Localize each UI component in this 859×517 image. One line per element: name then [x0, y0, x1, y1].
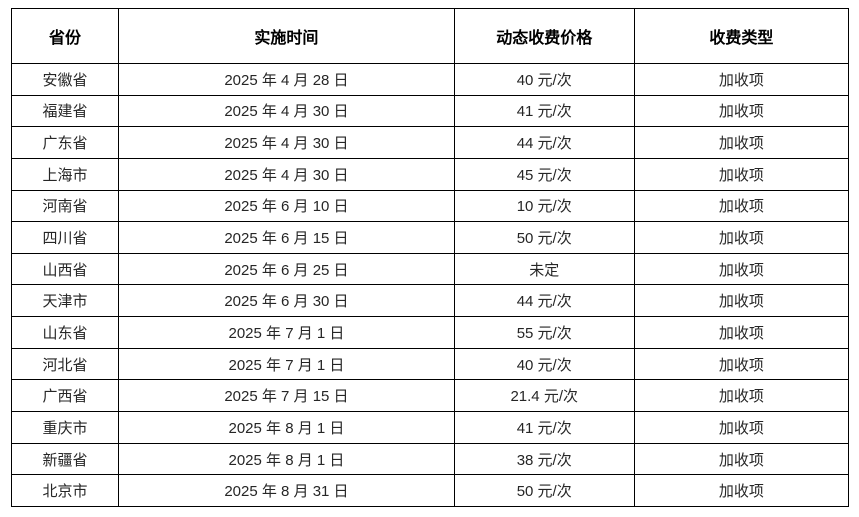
cell-date: 2025 年 4 月 30 日 [118, 94, 455, 128]
cell-type: 加收项 [633, 63, 850, 96]
cell-price: 41 元/次 [453, 411, 635, 444]
table-row: 上海市 2025 年 4 月 30 日 45 元/次 加收项 [10, 157, 850, 191]
table-row: 重庆市 2025 年 8 月 1 日 41 元/次 加收项 [10, 411, 850, 444]
cell-date: 2025 年 8 月 1 日 [118, 411, 455, 444]
cell-province: 福建省 [10, 94, 120, 128]
cell-date: 2025 年 4 月 30 日 [118, 157, 455, 191]
cell-type: 加收项 [633, 411, 850, 444]
cell-date: 2025 年 8 月 1 日 [118, 442, 455, 476]
cell-province: 重庆市 [10, 411, 120, 444]
cell-province: 天津市 [10, 284, 120, 318]
cell-type: 加收项 [633, 474, 850, 507]
cell-province: 上海市 [10, 157, 120, 191]
cell-date: 2025 年 4 月 28 日 [118, 63, 455, 96]
cell-province: 山西省 [10, 252, 120, 286]
fee-table-container: 省份 实施时间 动态收费价格 收费类型 安徽省 2025 年 4 月 28 日 40… [10, 8, 850, 507]
cell-province: 安徽省 [10, 63, 120, 96]
cell-province: 河北省 [10, 347, 120, 381]
cell-date: 2025 年 7 月 15 日 [118, 379, 455, 413]
table-row: 天津市 2025 年 6 月 30 日 44 元/次 加收项 [10, 284, 850, 318]
cell-type: 加收项 [633, 442, 850, 476]
cell-date: 2025 年 6 月 15 日 [118, 221, 455, 254]
cell-price: 40 元/次 [453, 63, 635, 96]
column-header-type: 收费类型 [633, 8, 850, 64]
table-row: 广东省 2025 年 4 月 30 日 44 元/次 加收项 [10, 126, 850, 159]
cell-type: 加收项 [633, 316, 850, 349]
cell-type: 加收项 [633, 157, 850, 191]
cell-date: 2025 年 6 月 25 日 [118, 252, 455, 286]
cell-province: 北京市 [10, 474, 120, 507]
cell-date: 2025 年 8 月 31 日 [118, 474, 455, 507]
table-row: 四川省 2025 年 6 月 15 日 50 元/次 加收项 [10, 221, 850, 254]
cell-type: 加收项 [633, 94, 850, 128]
table-row: 山东省 2025 年 7 月 1 日 55 元/次 加收项 [10, 316, 850, 349]
cell-type: 加收项 [633, 221, 850, 254]
table-row: 北京市 2025 年 8 月 31 日 50 元/次 加收项 [10, 474, 850, 507]
cell-type: 加收项 [633, 252, 850, 286]
table-row: 安徽省 2025 年 4 月 28 日 40 元/次 加收项 [10, 63, 850, 96]
cell-price: 未定 [453, 252, 635, 286]
cell-type: 加收项 [633, 379, 850, 413]
cell-type: 加收项 [633, 126, 850, 159]
table-header-row: 省份 实施时间 动态收费价格 收费类型 [10, 8, 850, 64]
cell-price: 50 元/次 [453, 221, 635, 254]
cell-date: 2025 年 7 月 1 日 [118, 347, 455, 381]
column-header-province: 省份 [10, 8, 120, 64]
cell-type: 加收项 [633, 189, 850, 223]
cell-date: 2025 年 4 月 30 日 [118, 126, 455, 159]
cell-price: 55 元/次 [453, 316, 635, 349]
cell-province: 广西省 [10, 379, 120, 413]
cell-date: 2025 年 7 月 1 日 [118, 316, 455, 349]
cell-price: 40 元/次 [453, 347, 635, 381]
cell-price: 44 元/次 [453, 126, 635, 159]
cell-province: 新疆省 [10, 442, 120, 476]
table-row: 河北省 2025 年 7 月 1 日 40 元/次 加收项 [10, 347, 850, 381]
cell-date: 2025 年 6 月 10 日 [118, 189, 455, 223]
table-row: 福建省 2025 年 4 月 30 日 41 元/次 加收项 [10, 94, 850, 128]
cell-province: 河南省 [10, 189, 120, 223]
cell-price: 41 元/次 [453, 94, 635, 128]
cell-type: 加收项 [633, 284, 850, 318]
table-row: 山西省 2025 年 6 月 25 日未定 加收项 [10, 252, 850, 286]
column-header-date: 实施时间 [118, 8, 455, 64]
table-row: 河南省 2025 年 6 月 10 日 10 元/次 加收项 [10, 189, 850, 223]
table-row: 广西省 2025 年 7 月 15 日 21.4 元/次 加收项 [10, 379, 850, 413]
cell-price: 21.4 元/次 [453, 379, 635, 413]
cell-price: 44 元/次 [453, 284, 635, 318]
cell-date: 2025 年 6 月 30 日 [118, 284, 455, 318]
table-row: 新疆省 2025 年 8 月 1 日 38 元/次 加收项 [10, 442, 850, 476]
cell-price: 10 元/次 [453, 189, 635, 223]
column-header-price: 动态收费价格 [453, 8, 635, 64]
cell-province: 广东省 [10, 126, 120, 159]
cell-province: 四川省 [10, 221, 120, 254]
dynamic-fee-schedule-table: 省份 实施时间 动态收费价格 收费类型 安徽省 2025 年 4 月 28 日 40… [10, 8, 850, 507]
cell-type: 加收项 [633, 347, 850, 381]
cell-price: 45 元/次 [453, 157, 635, 191]
cell-price: 38 元/次 [453, 442, 635, 476]
cell-price: 50 元/次 [453, 474, 635, 507]
cell-province: 山东省 [10, 316, 120, 349]
